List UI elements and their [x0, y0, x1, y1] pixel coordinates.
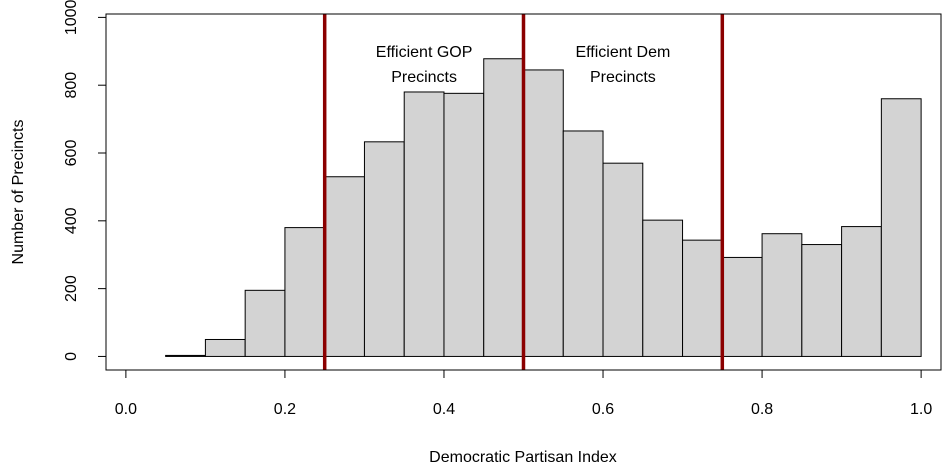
annotations-layer: Efficient GOP Precincts Efficient Dem Preci… [376, 44, 671, 86]
x-tick-label: 0.4 [433, 401, 455, 418]
x-tick-label: 0.0 [115, 401, 137, 418]
y-tick-label: 200 [63, 275, 80, 302]
histogram-bar [204, 338, 246, 357]
x-tick-label: 0.6 [592, 401, 614, 418]
histogram-bar [363, 141, 405, 357]
x-axis: 0.0 0.2 0.4 0.6 0.8 1.0 [115, 369, 932, 418]
histogram-bar [642, 219, 684, 357]
histogram-bar [244, 289, 286, 357]
y-axis-label: Number of Precincts [10, 120, 27, 265]
y-tick-label: 1000 [63, 0, 80, 35]
x-tick-label: 0.8 [751, 401, 773, 418]
histogram-bar [880, 98, 922, 357]
histogram-bar [682, 239, 723, 357]
histogram-bar [324, 176, 365, 357]
histogram-bar [284, 227, 326, 357]
y-tick-label: 800 [63, 72, 80, 99]
annotation-label: Precincts [590, 69, 656, 86]
histogram-bar [602, 162, 644, 357]
annotation-label: Efficient GOP [376, 44, 473, 61]
y-tick-label: 600 [63, 140, 80, 167]
y-axis: 0 200 400 600 800 1000 [63, 0, 107, 361]
histogram-bar [483, 58, 525, 357]
histogram-bar [523, 69, 564, 357]
histogram-bar [443, 92, 485, 357]
y-tick-label: 0 [63, 352, 80, 361]
histogram-bar [165, 354, 206, 357]
histogram-bar [403, 91, 445, 357]
y-tick-label: 400 [63, 207, 80, 234]
x-tick-label: 1.0 [910, 401, 932, 418]
histogram-bar [801, 244, 843, 357]
histogram-bar [841, 226, 882, 357]
histogram-bar [562, 130, 604, 357]
bars-layer [165, 58, 922, 357]
histogram-bar [721, 256, 763, 357]
histogram-bar [761, 233, 803, 357]
annotation-label: Efficient Dem [575, 44, 670, 61]
reference-lines-layer [322, 14, 725, 370]
x-tick-label: 0.2 [274, 401, 296, 418]
annotation-label: Precincts [391, 69, 457, 86]
x-axis-label: Democratic Partisan Index [429, 449, 617, 466]
